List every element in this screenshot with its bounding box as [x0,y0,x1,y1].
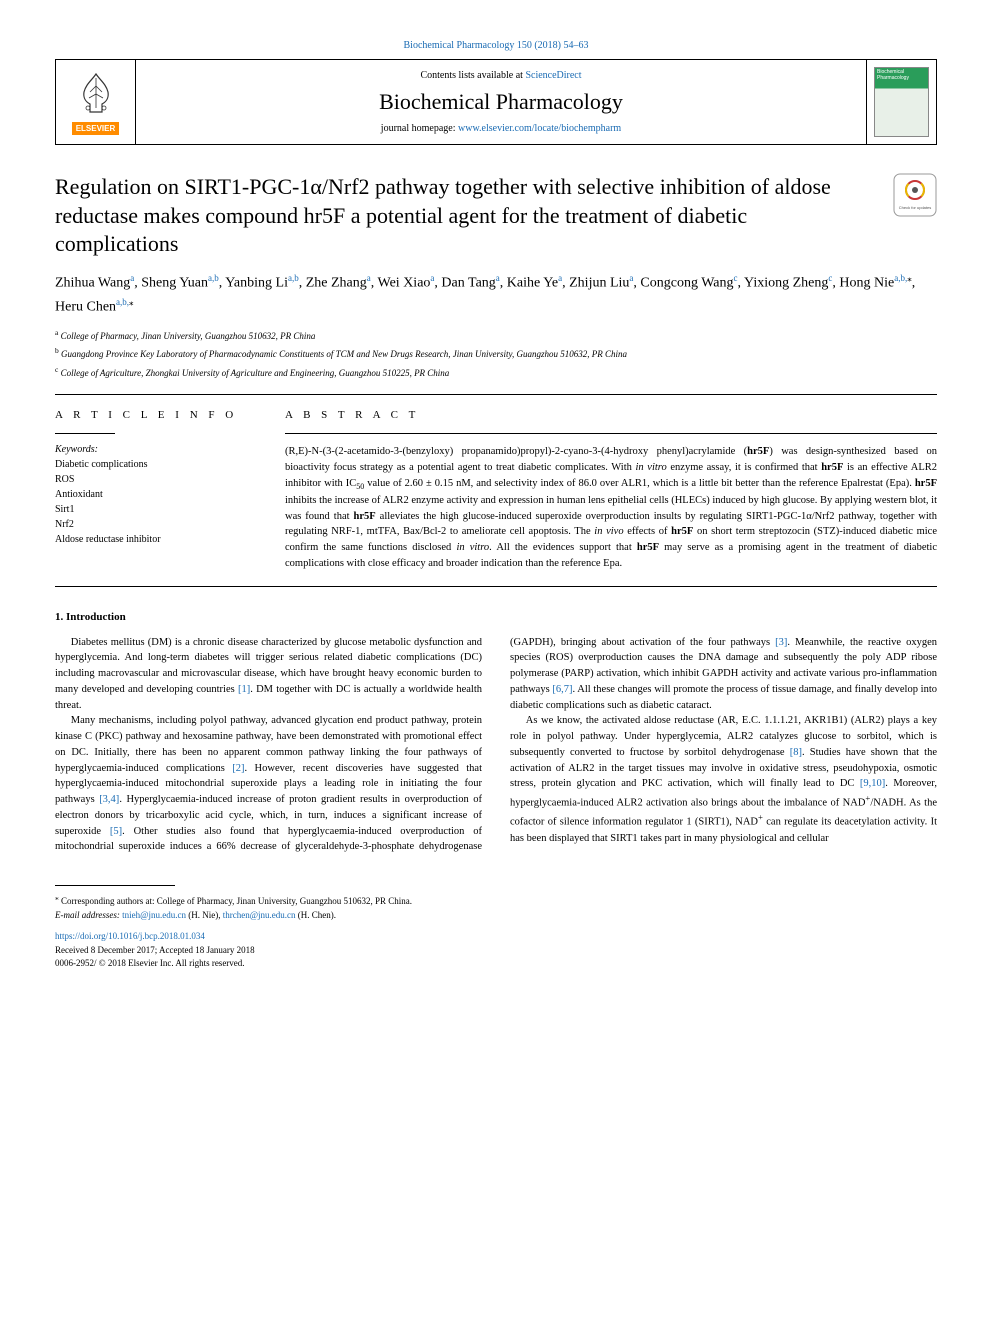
email-1[interactable]: tnieh@jnu.edu.cn [122,910,186,920]
intro-paragraph: As we know, the activated aldose reducta… [510,713,937,846]
keywords-label: Keywords: [55,444,255,455]
intro-columns: Diabetes mellitus (DM) is a chronic dise… [55,635,937,856]
keywords-list: Diabetic complicationsROSAntioxidantSirt… [55,457,255,547]
keyword-item: Nrf2 [55,517,255,532]
info-underline [55,433,115,434]
affiliation-a: a College of Pharmacy, Jinan University,… [55,327,937,344]
email-label: E-mail addresses: [55,910,122,920]
homepage-link[interactable]: www.elsevier.com/locate/biochempharm [458,123,621,134]
email-1-name: (H. Nie), [186,910,223,920]
intro-paragraph: Diabetes mellitus (DM) is a chronic dise… [55,635,482,714]
contents-text: Contents lists available at [420,70,525,81]
homepage-text: journal homepage: [381,123,458,134]
elsevier-label: ELSEVIER [72,122,120,135]
crossmark-icon[interactable]: Check for updates [893,173,937,217]
abstract-label: A B S T R A C T [285,409,937,421]
journal-cover-thumbnail [874,67,929,137]
article-info-label: A R T I C L E I N F O [55,409,255,421]
journal-homepage-line: journal homepage: www.elsevier.com/locat… [136,123,866,134]
ref-link[interactable]: [6,7] [552,684,572,695]
ref-link[interactable]: [8] [790,747,802,758]
elsevier-tree-icon [72,70,120,118]
ref-link[interactable]: [9,10] [860,778,885,789]
article-title: Regulation on SIRT1-PGC-1α/Nrf2 pathway … [55,173,893,259]
email-2[interactable]: thrchen@jnu.edu.cn [223,910,296,920]
header-citation: Biochemical Pharmacology 150 (2018) 54–6… [55,40,937,51]
email-2-name: (H. Chen). [295,910,336,920]
footer: ⁎ Corresponding authors at: College of P… [55,885,937,971]
corresponding-note: ⁎ Corresponding authors at: College of P… [55,892,937,909]
ref-link[interactable]: [1] [238,684,250,695]
email-line: E-mail addresses: tnieh@jnu.edu.cn (H. N… [55,909,937,923]
abstract-text: (R,E)-N-(3-(2-acetamido-3-(benzyloxy) pr… [285,444,937,571]
header-box: ELSEVIER Contents lists available at Sci… [55,59,937,145]
elsevier-logo[interactable]: ELSEVIER [56,60,136,144]
ref-link[interactable]: [3,4] [99,794,119,805]
keyword-item: ROS [55,472,255,487]
keyword-item: Sirt1 [55,502,255,517]
affiliation-b: b Guangdong Province Key Laboratory of P… [55,345,937,362]
ref-link[interactable]: [5] [110,826,122,837]
copyright-line: 0006-2952/ © 2018 Elsevier Inc. All righ… [55,957,937,971]
divider [55,586,937,587]
divider [55,394,937,395]
keyword-item: Aldose reductase inhibitor [55,532,255,547]
intro-heading: 1. Introduction [55,611,937,623]
journal-name: Biochemical Pharmacology [136,89,866,115]
article-info-col: A R T I C L E I N F O Keywords: Diabetic… [55,409,255,571]
ref-link[interactable]: [2] [232,763,244,774]
authors: Zhihua Wanga, Sheng Yuana,b, Yanbing Lia… [55,271,937,319]
affiliation-c: c College of Agriculture, Zhongkai Unive… [55,364,937,381]
svg-text:Check for updates: Check for updates [899,205,931,210]
abstract-underline [285,433,937,434]
journal-cover[interactable] [866,60,936,144]
footer-divider [55,885,175,886]
doi-link[interactable]: https://doi.org/10.1016/j.bcp.2018.01.03… [55,930,937,944]
received-line: Received 8 December 2017; Accepted 18 Ja… [55,944,937,958]
header-center: Contents lists available at ScienceDirec… [136,60,866,144]
ref-link[interactable]: [3] [775,637,787,648]
abstract-col: A B S T R A C T (R,E)-N-(3-(2-acetamido-… [285,409,937,571]
keyword-item: Diabetic complications [55,457,255,472]
contents-line: Contents lists available at ScienceDirec… [136,70,866,81]
keyword-item: Antioxidant [55,487,255,502]
sciencedirect-link[interactable]: ScienceDirect [525,70,581,81]
